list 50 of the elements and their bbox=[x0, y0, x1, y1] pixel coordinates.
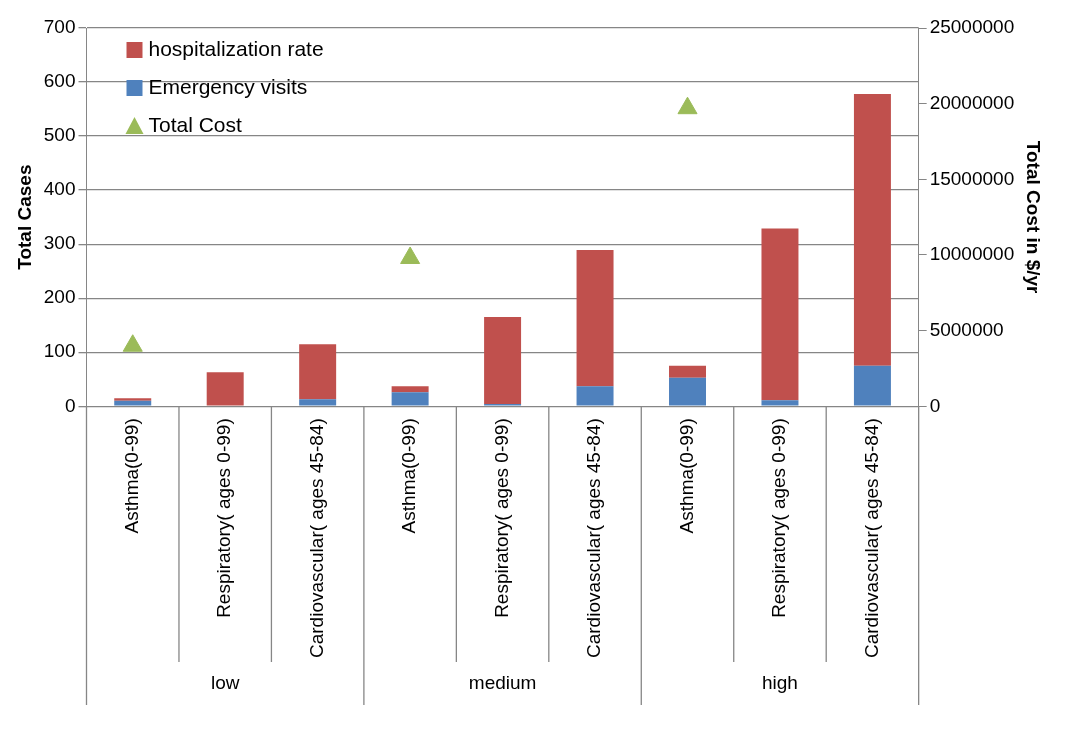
y-tick-label: 200 bbox=[43, 286, 76, 308]
bar bbox=[576, 386, 614, 406]
x-tick-label: Respiratory( ages 0-99) bbox=[490, 418, 512, 618]
y2-tick-label: 0 bbox=[929, 394, 941, 416]
y2-tick-label: 15000000 bbox=[929, 167, 1015, 189]
x-tick-label: Respiratory( ages 0-99) bbox=[213, 418, 235, 618]
bar bbox=[576, 250, 614, 387]
bar bbox=[853, 365, 891, 406]
x-tick-label: Cardiovascular( ages 45-84) bbox=[305, 418, 327, 659]
x-tick-label: Cardiovascular( ages 45-84) bbox=[583, 418, 605, 659]
bar bbox=[391, 386, 429, 393]
point bbox=[400, 246, 421, 264]
text: medium bbox=[468, 671, 537, 693]
x-tick-label: Respiratory( ages 0-99) bbox=[768, 418, 790, 618]
y2-tick-label: 20000000 bbox=[929, 91, 1015, 113]
y-tick-label: 400 bbox=[43, 178, 76, 200]
bar bbox=[114, 400, 152, 406]
y2-axis-title: Total Cost in $/yr bbox=[1023, 140, 1045, 295]
y2-tick-label: 5000000 bbox=[929, 318, 1004, 340]
x-tick-label: Asthma(0-99) bbox=[120, 418, 142, 534]
bar bbox=[853, 93, 891, 366]
point bbox=[122, 334, 143, 352]
point bbox=[677, 96, 698, 115]
bar bbox=[114, 398, 152, 401]
y2-tick-label: 25000000 bbox=[929, 16, 1015, 38]
bar bbox=[761, 400, 799, 406]
bar bbox=[206, 372, 244, 406]
text: high bbox=[762, 671, 798, 693]
x-tick-label: Cardiovascular( ages 45-84) bbox=[860, 418, 882, 659]
bar bbox=[761, 228, 799, 401]
legend-label: Emergency visits bbox=[148, 74, 308, 98]
y2-tick-label: 10000000 bbox=[929, 243, 1015, 265]
y-tick-label: 300 bbox=[43, 232, 76, 254]
y-tick-label: 0 bbox=[64, 394, 76, 416]
legend-label: Total Cost bbox=[148, 112, 243, 136]
bar bbox=[299, 399, 337, 406]
bar bbox=[669, 377, 706, 406]
text: low bbox=[210, 671, 240, 693]
x-tick-label: Asthma(0-99) bbox=[675, 418, 697, 534]
bar bbox=[669, 365, 706, 378]
y-tick-label: 700 bbox=[43, 16, 76, 38]
y-tick-label: 100 bbox=[43, 340, 76, 362]
y-axis-title: Total Cases bbox=[13, 164, 35, 270]
y-tick-label: 500 bbox=[43, 124, 76, 146]
bar bbox=[391, 392, 429, 406]
x-tick-label: Asthma(0-99) bbox=[398, 418, 420, 534]
bar bbox=[299, 344, 337, 400]
bar bbox=[484, 317, 522, 405]
y-tick-label: 600 bbox=[43, 70, 76, 92]
legend-label: hospitalization rate bbox=[148, 36, 324, 60]
